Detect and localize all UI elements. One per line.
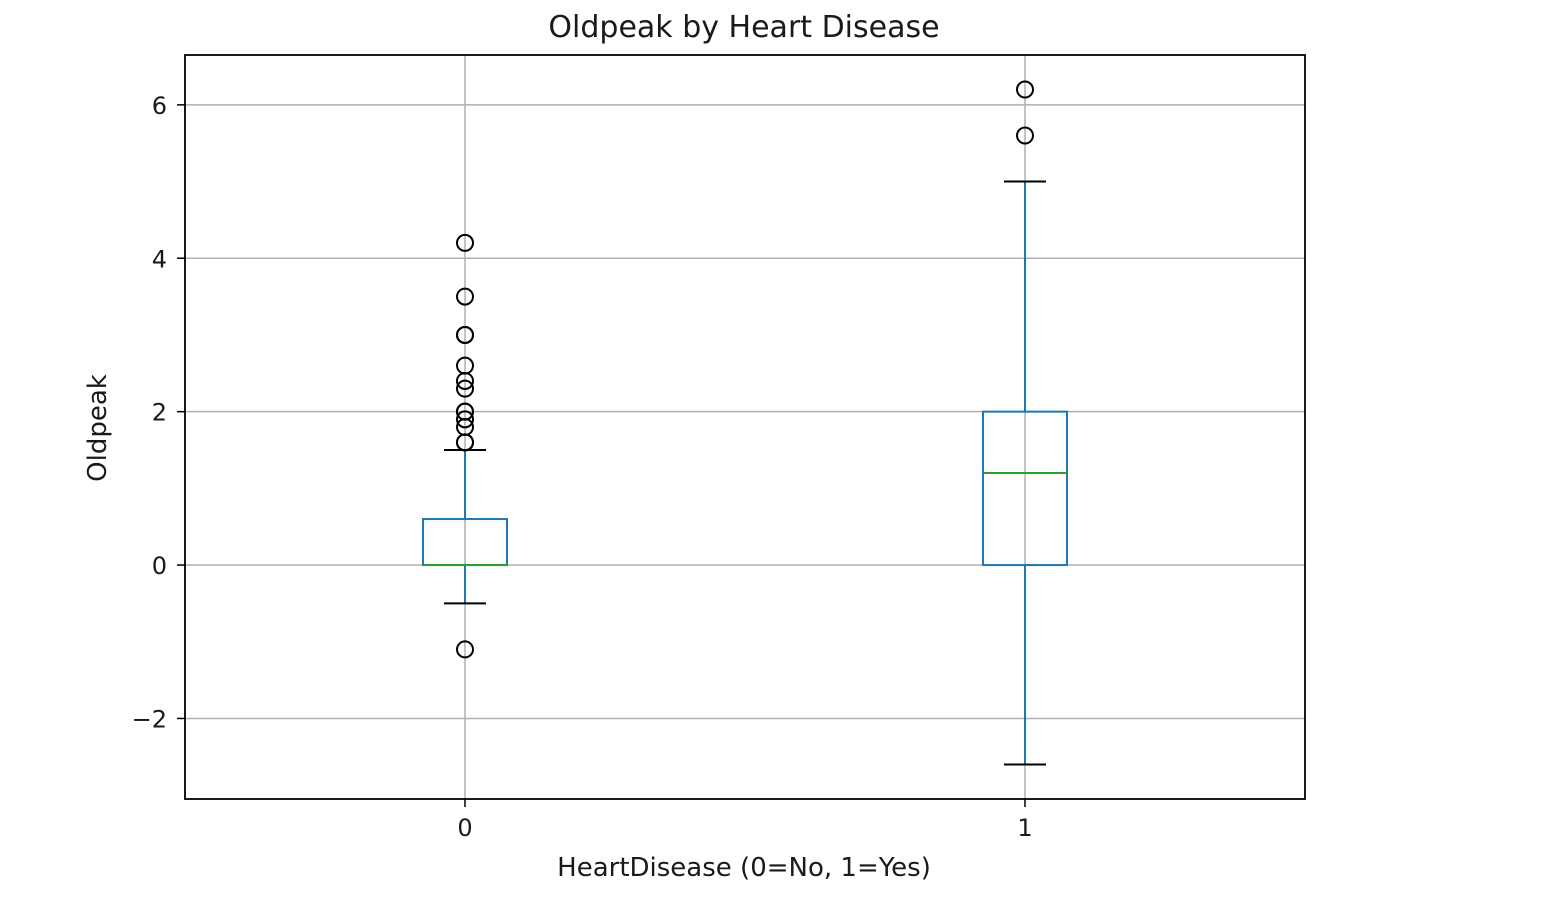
iqr-box [982,410,1068,567]
y-tick-label: 4 [152,245,167,273]
outlier-point [456,410,474,429]
y-tick-label: 0 [152,552,167,580]
outlier-point [456,287,474,306]
plot-frame [184,54,1306,800]
outlier-point [1016,126,1034,145]
box-group-1 [982,80,1068,766]
outlier-point [456,379,474,398]
y-tick-label: 6 [152,92,167,120]
gridlines [185,55,1305,799]
x-tick-label: 0 [457,814,472,842]
box-group-0 [422,233,508,659]
x-axis-label: HeartDisease (0=No, 1=Yes) [557,853,931,883]
outlier-point [456,640,474,659]
axes: −2 0 2 4 6 0 1 [132,92,1033,842]
plot-area [422,80,1068,766]
outlier-point [456,402,474,421]
y-axis-label: Oldpeak [83,374,113,482]
outlier-point [1016,80,1034,99]
y-tick-label: 2 [152,399,167,427]
chart-title: Oldpeak by Heart Disease [548,10,939,45]
outlier-point [456,233,474,252]
outlier-point [456,325,474,344]
y-tick-label: −2 [132,705,167,733]
outlier-point [456,356,474,375]
x-tick-label: 1 [1017,814,1032,842]
